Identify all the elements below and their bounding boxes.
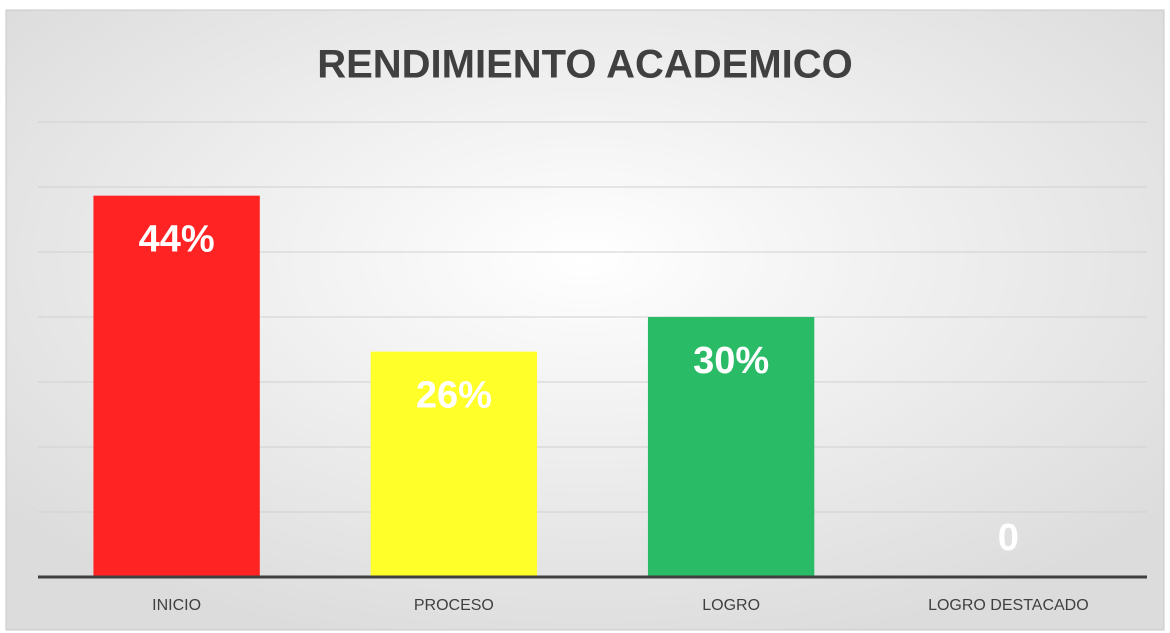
x-tick-label: LOGRO [702, 597, 760, 614]
data-label: 0 [998, 517, 1019, 559]
data-label: 44% [139, 219, 215, 261]
x-tick-label: LOGRO DESTACADO [928, 597, 1089, 614]
bar [647, 317, 815, 577]
bar [370, 351, 538, 577]
chart-title: RENDIMIENTO ACADEMICO [317, 43, 853, 87]
x-tick-label: PROCESO [414, 597, 494, 614]
data-label: 26% [416, 375, 492, 417]
data-label: 30% [693, 340, 769, 382]
bar [93, 195, 260, 577]
x-tick-label: INICIO [152, 597, 201, 614]
